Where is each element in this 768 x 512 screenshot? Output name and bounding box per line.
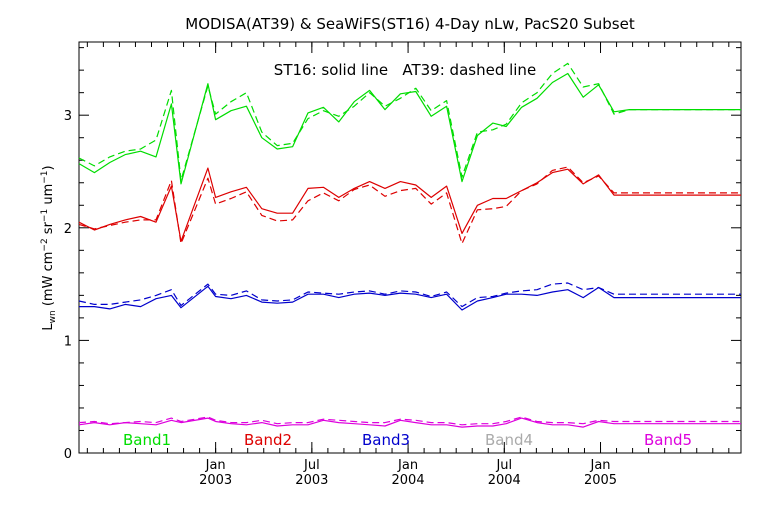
legend-band1: Band1	[123, 431, 171, 449]
x-tick-month: Jan	[589, 458, 610, 473]
y-label-sup3: −1	[40, 170, 50, 183]
plot-frame	[78, 41, 742, 454]
band3-dashed-line	[78, 282, 741, 308]
y-label-l: L	[41, 323, 56, 331]
x-tick-month: Jul	[495, 458, 512, 473]
legend-band3: Band3	[362, 431, 410, 449]
y-label-sr: sr	[41, 221, 56, 238]
band2-solid-line	[78, 167, 741, 242]
x-tick-month: Jan	[397, 458, 418, 473]
band1-solid-line	[78, 72, 741, 185]
legend: Band1 Band2 Band3 Band4 Band5	[123, 431, 692, 449]
line-style-note: ST16: solid line AT39: dashed line	[274, 61, 536, 79]
x-tick-year: 2004	[392, 473, 425, 488]
band2-dashed-line	[78, 166, 741, 245]
y-label-units: (mW cm	[41, 252, 56, 307]
y-label-sup2: −1	[40, 209, 50, 222]
y-label-um: um	[41, 184, 56, 209]
x-tick-month: Jul	[303, 458, 320, 473]
y-label-sup1: −2	[40, 238, 50, 251]
y-label-close: )	[41, 165, 56, 170]
band3-solid-line	[79, 285, 741, 311]
x-tick-year: 2005	[584, 473, 617, 488]
legend-band2: Band2	[244, 431, 292, 449]
y-tick-label: 0	[64, 447, 72, 462]
y-label-sub: wn	[48, 310, 58, 323]
legend-band4: Band4	[485, 431, 533, 449]
x-tick-year: 2004	[488, 473, 521, 488]
legend-band5: Band5	[644, 431, 692, 449]
x-tick-month: Jan	[205, 458, 226, 473]
x-tick-year: 2003	[295, 473, 328, 488]
y-tick-label: 1	[64, 334, 72, 349]
y-tick-label: 3	[64, 109, 72, 124]
svg-text:Lwn (mW cm−2 sr−1 um−1): Lwn (mW cm−2 sr−1 um−1)	[40, 165, 58, 330]
y-tick-label: 2	[64, 222, 72, 237]
chart-title: MODISA(AT39) & SeaWiFS(ST16) 4-Day nLw, …	[185, 15, 635, 33]
y-axis: 0 1 2 3	[64, 47, 741, 462]
series-layer	[78, 62, 741, 428]
band5-dashed-line	[78, 416, 741, 426]
y-axis-label: Lwn (mW cm−2 sr−1 um−1)	[40, 165, 58, 330]
x-tick-year: 2003	[199, 473, 232, 488]
band5-solid-line	[78, 417, 741, 428]
